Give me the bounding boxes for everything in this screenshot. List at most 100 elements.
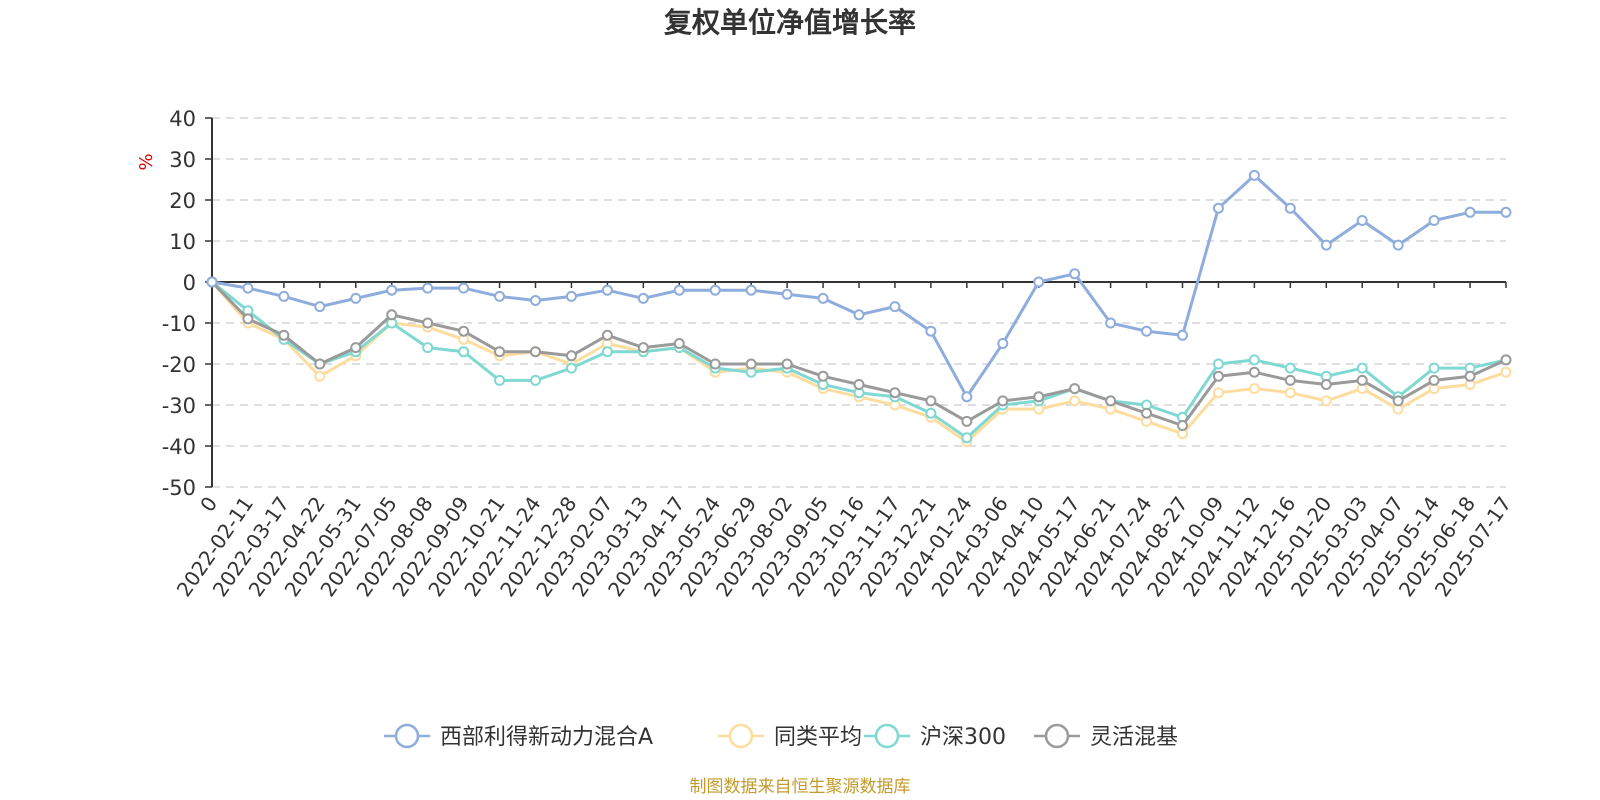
data-point [637, 292, 649, 304]
y-tick-label: -40 [162, 435, 196, 459]
data-point [997, 395, 1009, 407]
series-3 [206, 276, 1512, 431]
data-point [637, 342, 649, 354]
legend-label: 灵活混基 [1090, 725, 1178, 750]
data-point [1320, 395, 1332, 407]
data-point [601, 329, 613, 341]
x-tick-label: 0 [195, 492, 222, 516]
legend-item[interactable]: 同类平均 [718, 723, 862, 750]
series-line [210, 280, 1508, 444]
data-point [1248, 383, 1260, 395]
data-point [1284, 202, 1296, 214]
data-point [745, 358, 757, 370]
data-point [494, 346, 506, 358]
data-point [494, 290, 506, 302]
data-point [1069, 383, 1081, 395]
data-point [853, 309, 865, 321]
data-point [1105, 317, 1117, 329]
data-point [494, 374, 506, 386]
data-point [1033, 391, 1045, 403]
legend-label: 沪深300 [920, 725, 1006, 750]
y-tick-label: 20 [169, 189, 196, 213]
data-point [1356, 362, 1368, 374]
data-point [1500, 354, 1512, 366]
chart-title: 复权单位净值增长率 [664, 6, 916, 39]
data-point [889, 387, 901, 399]
data-point [1212, 358, 1224, 370]
data-point [961, 415, 973, 427]
series-line [210, 280, 1508, 427]
data-point [314, 358, 326, 370]
data-point [1500, 206, 1512, 218]
data-point [1464, 370, 1476, 382]
data-point [1284, 387, 1296, 399]
data-point [1177, 420, 1188, 431]
data-point [1320, 239, 1332, 251]
y-tick-label: 0 [183, 271, 196, 295]
data-point [278, 329, 290, 341]
data-point [889, 301, 901, 313]
data-point [1248, 366, 1260, 378]
data-point [1141, 325, 1153, 337]
data-point [817, 292, 829, 304]
data-point [1428, 362, 1440, 374]
data-point [1248, 169, 1260, 181]
series-line [210, 280, 1508, 440]
legend-item[interactable]: 灵活混基 [1034, 723, 1178, 750]
data-point [386, 284, 398, 296]
y-axis-ticks: 40 30 20 10 0 -10 -20 -30 -40 -50 [162, 107, 212, 500]
data-point [817, 370, 829, 382]
data-point [278, 290, 290, 302]
data-point [1284, 362, 1296, 374]
legend-marker [394, 723, 420, 749]
data-point [458, 282, 470, 294]
data-point [1177, 329, 1188, 341]
legend-label: 西部利得新动力混合A [440, 725, 653, 750]
data-point [565, 362, 577, 374]
legend-marker [1044, 723, 1070, 749]
series-1 [206, 276, 1512, 448]
data-point [1212, 202, 1224, 214]
data-source-note: 制图数据来自恒生聚源数据库 [690, 777, 911, 797]
data-point [242, 313, 254, 325]
data-point [1320, 379, 1332, 390]
data-point [601, 346, 613, 358]
data-point [1212, 387, 1224, 399]
data-point [1069, 395, 1081, 407]
data-point [1500, 366, 1512, 378]
data-point [601, 284, 613, 296]
data-point [925, 395, 937, 407]
data-point [530, 294, 541, 306]
data-point [709, 284, 721, 296]
data-point [781, 358, 793, 370]
data-point [350, 292, 362, 304]
legend[interactable]: 西部利得新动力混合A 同类平均 沪深300 灵活混基 [384, 723, 1178, 750]
legend-item[interactable]: 西部利得新动力混合A [384, 723, 653, 750]
series-0 [206, 169, 1512, 403]
axes [211, 118, 1506, 487]
data-point [997, 338, 1009, 349]
data-point [673, 284, 685, 296]
data-point [745, 284, 757, 296]
legend-item[interactable]: 沪深300 [864, 723, 1006, 750]
series-lines [206, 169, 1512, 448]
series-2 [206, 276, 1512, 444]
data-point [1428, 374, 1440, 386]
data-point [422, 317, 434, 329]
data-point [925, 407, 937, 419]
data-point [1284, 374, 1296, 386]
y-tick-label: -10 [162, 312, 196, 336]
data-point [925, 325, 937, 337]
data-point [1033, 276, 1045, 288]
data-point [206, 276, 218, 288]
y-tick-label: 10 [169, 230, 196, 254]
data-point [1428, 215, 1440, 226]
data-point [673, 338, 685, 349]
data-point [1356, 215, 1368, 226]
data-point [1141, 407, 1153, 419]
grid [212, 117, 1506, 488]
data-point [565, 290, 577, 302]
y-tick-label: -20 [162, 353, 196, 377]
data-point [961, 391, 973, 403]
